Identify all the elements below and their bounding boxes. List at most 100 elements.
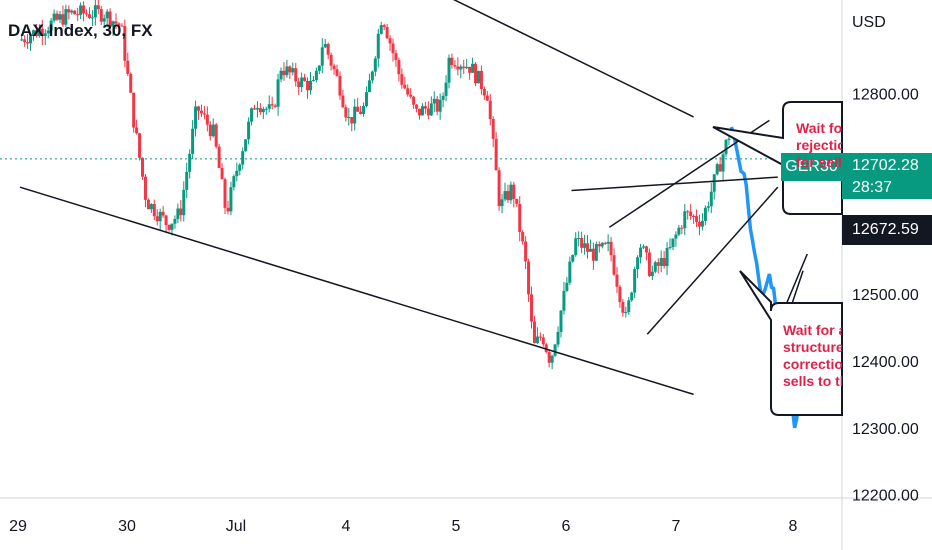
- candle-body: [379, 25, 383, 34]
- candle-body: [636, 257, 640, 270]
- candle-body: [285, 66, 289, 76]
- candle-body: [665, 248, 669, 267]
- trendline: [646, 186, 779, 335]
- candle-body: [471, 63, 475, 73]
- candle-body: [627, 300, 631, 313]
- candle-body: [385, 27, 389, 39]
- candle-body: [418, 108, 422, 116]
- candle-body: [135, 127, 139, 134]
- callout-bubble-structure: [739, 270, 843, 416]
- candle-body: [429, 103, 433, 116]
- candle-body: [544, 344, 548, 353]
- candle-body: [238, 164, 242, 171]
- candle-body: [403, 84, 407, 89]
- candle-body: [559, 310, 563, 332]
- candle-body: [391, 43, 395, 54]
- candle-body: [202, 113, 206, 115]
- candle-body: [415, 104, 419, 109]
- candle-body: [149, 203, 153, 210]
- current-price-tag: 12702.28 28:37: [842, 153, 932, 199]
- candle-body: [356, 106, 360, 112]
- candle-body: [438, 99, 442, 112]
- candle-body: [270, 104, 274, 106]
- candle-body: [111, 21, 115, 27]
- candle-body: [535, 336, 539, 344]
- y-tick-label: 12800.00: [852, 87, 919, 104]
- candle-body: [114, 21, 118, 24]
- candle-body: [571, 254, 575, 262]
- y-tick-label: 12300.00: [852, 421, 919, 438]
- candle-body: [87, 14, 91, 18]
- candle-body: [367, 80, 371, 93]
- candle-body: [600, 242, 604, 247]
- x-tick-label: 8: [789, 518, 798, 535]
- candle-body: [46, 30, 50, 34]
- currency-label[interactable]: USD: [852, 14, 886, 31]
- candle-body: [615, 274, 619, 287]
- x-tick-label: 29: [9, 518, 27, 535]
- candle-body: [420, 106, 424, 116]
- candle-body: [500, 199, 504, 207]
- candle-body: [668, 246, 672, 249]
- x-tick-label: 6: [562, 518, 571, 535]
- candle-body: [674, 234, 678, 239]
- x-tick-label: 4: [342, 518, 351, 535]
- bar-countdown: 28:37: [852, 179, 893, 196]
- candle-body: [683, 211, 687, 229]
- candle-body: [64, 9, 68, 25]
- candle-body: [656, 262, 660, 266]
- candle-body: [90, 17, 94, 19]
- candle-body: [194, 106, 198, 129]
- candle-body: [291, 68, 295, 73]
- candle-body: [650, 271, 654, 276]
- candle-body: [603, 242, 607, 244]
- candle-body: [459, 66, 463, 70]
- candle-body: [700, 220, 704, 227]
- candle-body: [252, 108, 256, 110]
- candle-body: [468, 66, 472, 73]
- candle-body: [117, 23, 121, 26]
- candle-body: [85, 13, 89, 15]
- y-tick-label: 12500.00: [852, 287, 919, 304]
- candle-body: [99, 9, 103, 22]
- candle-body: [188, 153, 192, 172]
- candle-body: [31, 30, 35, 37]
- candle-body: [223, 179, 227, 208]
- x-tick-label: 7: [672, 518, 681, 535]
- candle-body: [677, 227, 681, 235]
- candle-body: [530, 294, 534, 322]
- candle-body: [353, 106, 357, 124]
- candle-body: [482, 88, 486, 96]
- candle-body: [606, 241, 610, 244]
- candle-body: [382, 25, 386, 28]
- candle-body: [303, 77, 307, 81]
- candle-body: [485, 95, 489, 101]
- candle-body: [49, 20, 53, 31]
- candle-body: [161, 211, 165, 216]
- candle-body: [718, 164, 722, 172]
- candle-body: [241, 151, 245, 165]
- candle-body: [373, 58, 377, 72]
- candle-body: [332, 65, 336, 70]
- candle-body: [152, 203, 156, 217]
- candle-body: [456, 66, 460, 70]
- candle-body: [609, 241, 613, 256]
- candle-body: [444, 82, 448, 96]
- candle-body: [568, 261, 572, 283]
- candle-body: [686, 211, 690, 213]
- candle-body: [503, 191, 507, 200]
- candle-body: [586, 243, 590, 252]
- trendline: [452, 0, 694, 118]
- chart-title: DAX Index, 30, FX: [8, 21, 153, 40]
- candle-body: [138, 133, 142, 158]
- candle-body: [220, 167, 224, 180]
- candle-body: [197, 106, 201, 111]
- candle-body: [179, 208, 183, 216]
- candle-body: [155, 216, 159, 222]
- candle-body: [692, 215, 696, 217]
- candle-body: [70, 10, 74, 13]
- candle-body: [556, 331, 560, 345]
- candle-body: [423, 106, 427, 109]
- candle-body: [182, 189, 186, 216]
